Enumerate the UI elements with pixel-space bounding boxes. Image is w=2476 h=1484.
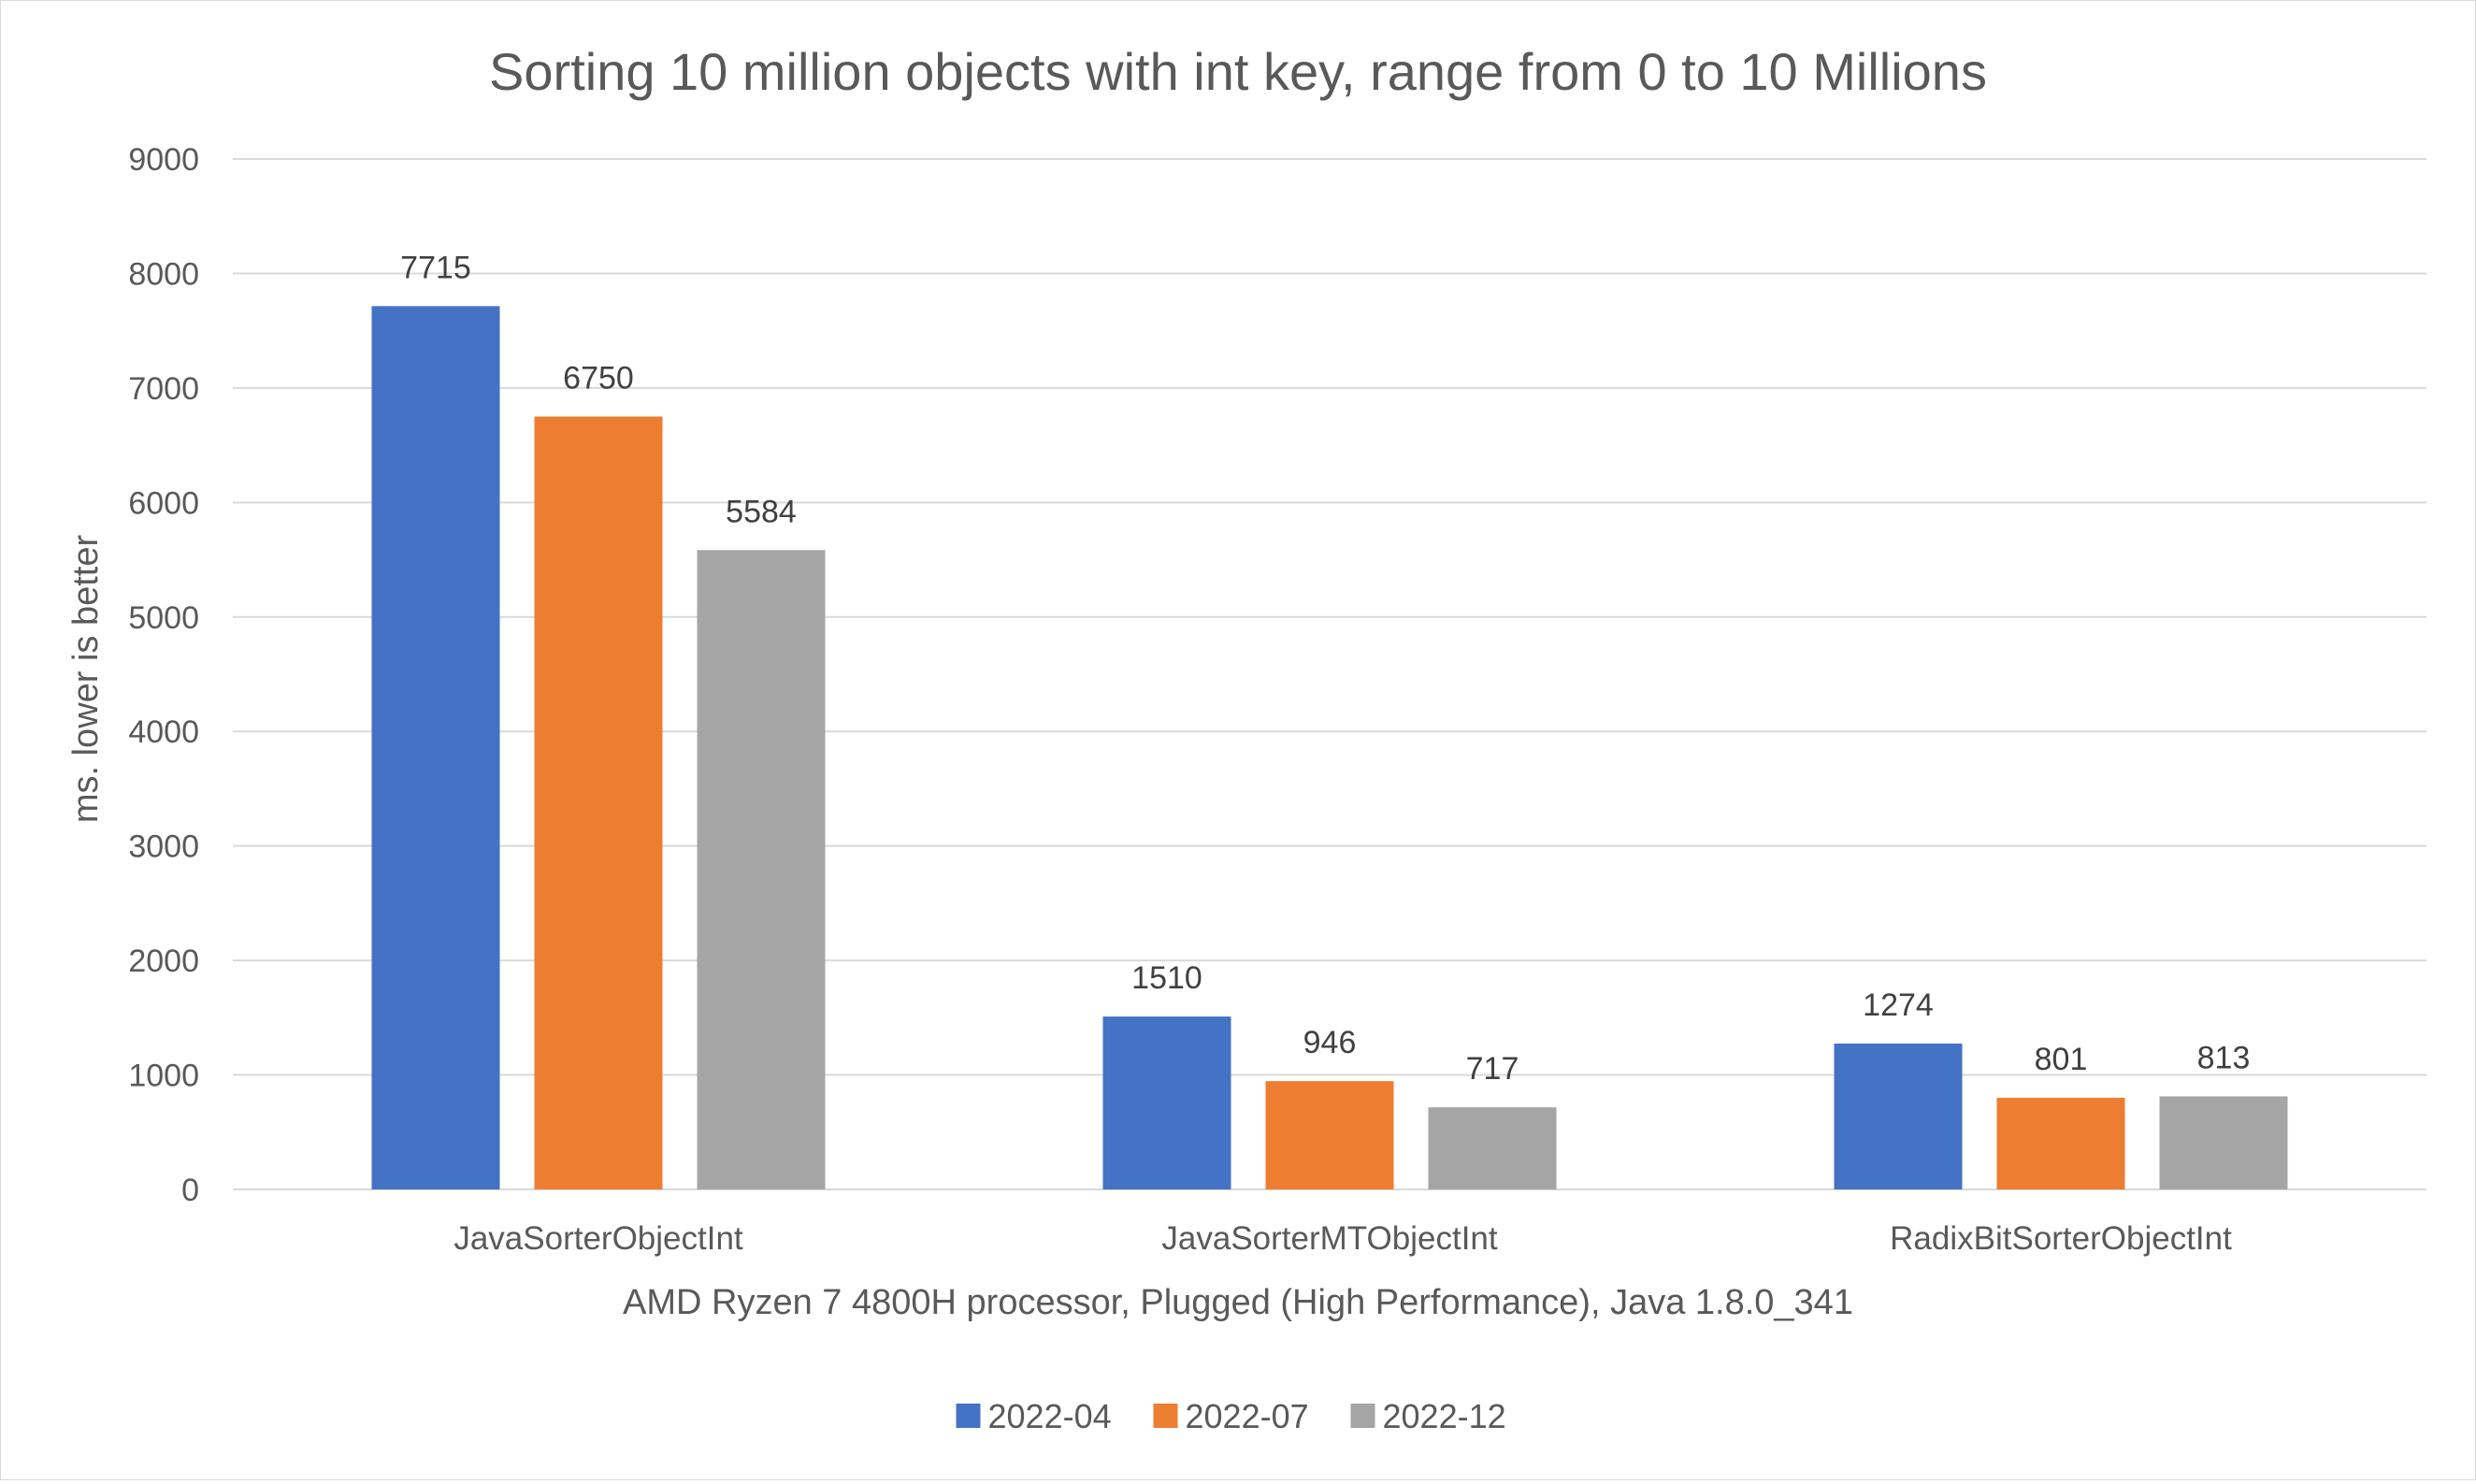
y-tick-label-3000: 3000 — [128, 829, 199, 865]
y-tick-label-0: 0 — [181, 1173, 199, 1208]
y-tick-label-7000: 7000 — [128, 371, 199, 407]
data-label-JavaSorterMTObjectInt-2022-04: 1510 — [1131, 960, 1202, 996]
bar-JavaSorterMTObjectInt-2022-12 — [1428, 1107, 1557, 1189]
data-labels: 7715 6750 5584 1510 946 717 1274 801 813 — [400, 250, 2250, 1087]
data-label-JavaSorterMTObjectInt-2022-12: 717 — [1466, 1051, 1519, 1087]
legend-label-2022-04: 2022-04 — [988, 1397, 1112, 1435]
category-label-JavaSorterObjectInt: JavaSorterObjectInt — [453, 1220, 743, 1257]
chart-title: Sorting 10 million objects with int key,… — [489, 42, 1987, 101]
data-label-RadixBitSorterObjectInt-2022-04: 1274 — [1863, 987, 1934, 1023]
y-axis-tick-labels: 0 1000 2000 3000 4000 5000 6000 7000 8000 9000 — [128, 142, 199, 1208]
x-axis-category-labels: JavaSorterObjectInt JavaSorterMTObjectInt… — [453, 1220, 2232, 1257]
legend-swatch-2022-07 — [1153, 1404, 1178, 1428]
y-axis-title: ms. lower is better — [66, 535, 106, 824]
bar-RadixBitSorterObjectInt-2022-12 — [2159, 1096, 2288, 1189]
y-tick-label-2000: 2000 — [128, 944, 199, 979]
bar-JavaSorterMTObjectInt-2022-07 — [1265, 1081, 1394, 1189]
category-label-JavaSorterMTObjectInt: JavaSorterMTObjectInt — [1161, 1220, 1497, 1257]
x-axis-title: AMD Ryzen 7 4800H processor, Plugged (Hi… — [623, 1283, 1853, 1322]
y-tick-label-8000: 8000 — [128, 256, 199, 292]
y-tick-label-9000: 9000 — [128, 142, 199, 178]
bar-JavaSorterObjectInt-2022-04 — [371, 306, 500, 1189]
data-label-JavaSorterObjectInt-2022-04: 7715 — [400, 250, 471, 285]
y-tick-label-4000: 4000 — [128, 714, 199, 750]
data-label-JavaSorterObjectInt-2022-12: 5584 — [726, 494, 797, 529]
bar-JavaSorterObjectInt-2022-07 — [534, 416, 663, 1189]
bar-JavaSorterMTObjectInt-2022-04 — [1102, 1016, 1231, 1189]
data-label-RadixBitSorterObjectInt-2022-07: 801 — [2035, 1042, 2088, 1077]
legend-swatch-2022-04 — [956, 1404, 981, 1428]
bar-JavaSorterObjectInt-2022-12 — [697, 550, 826, 1189]
y-tick-label-5000: 5000 — [128, 600, 199, 636]
bars — [371, 306, 2288, 1189]
legend-label-2022-07: 2022-07 — [1186, 1397, 1309, 1435]
bar-RadixBitSorterObjectInt-2022-04 — [1834, 1044, 1963, 1189]
data-label-JavaSorterMTObjectInt-2022-07: 946 — [1303, 1025, 1357, 1060]
legend-label-2022-12: 2022-12 — [1383, 1397, 1506, 1435]
bar-RadixBitSorterObjectInt-2022-07 — [1996, 1097, 2125, 1189]
category-label-RadixBitSorterObjectInt: RadixBitSorterObjectInt — [1890, 1220, 2232, 1257]
data-label-JavaSorterObjectInt-2022-07: 6750 — [563, 361, 634, 396]
legend: 2022-04 2022-07 2022-12 — [956, 1397, 1506, 1435]
y-tick-label-1000: 1000 — [128, 1059, 199, 1094]
data-label-RadixBitSorterObjectInt-2022-12: 813 — [2197, 1040, 2251, 1075]
y-tick-label-6000: 6000 — [128, 485, 199, 521]
legend-swatch-2022-12 — [1350, 1404, 1375, 1428]
